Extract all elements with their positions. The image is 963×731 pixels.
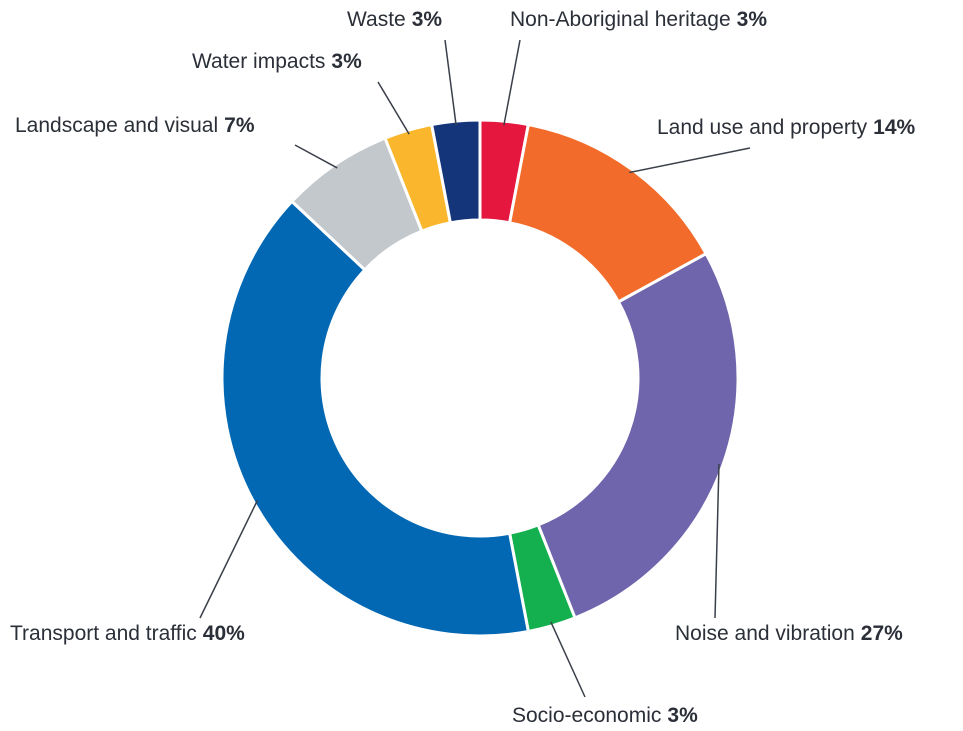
segment-label: Non-Aboriginal heritage 3%	[510, 8, 767, 31]
leader-line	[377, 81, 410, 135]
value-label: 3%	[737, 8, 768, 31]
donut-segment	[536, 251, 740, 620]
leader-line	[199, 500, 259, 619]
segment-label: Noise and vibration 27%	[675, 622, 903, 645]
donut-segment	[220, 199, 531, 638]
donut-segment	[429, 118, 482, 225]
value-label: 14%	[873, 116, 915, 139]
segment-label: Socio-economic 3%	[512, 704, 698, 727]
leader-line	[294, 144, 338, 169]
segment-label: Waste 3%	[347, 8, 442, 31]
value-label: 27%	[861, 622, 903, 645]
leader-line	[629, 147, 751, 174]
category-name: Water impacts	[192, 50, 325, 73]
segment-label: Transport and traffic 40%	[10, 622, 245, 645]
leader-line	[714, 464, 720, 619]
value-label: 3%	[667, 704, 698, 727]
leader-line	[550, 621, 586, 698]
value-label: 3%	[331, 50, 362, 73]
category-name: Waste	[347, 8, 406, 31]
leader-line	[503, 39, 521, 126]
category-name: Landscape and visual	[15, 114, 218, 137]
segment-label: Land use and property 14%	[657, 116, 916, 139]
segment-label: Landscape and visual 7%	[15, 114, 255, 137]
category-name: Socio-economic	[512, 704, 661, 727]
value-label: 40%	[203, 622, 245, 645]
category-name: Transport and traffic	[10, 622, 197, 645]
segment-label: Water impacts 3%	[192, 50, 362, 73]
value-label: 3%	[412, 8, 443, 31]
leader-line	[444, 39, 457, 126]
category-name: Land use and property	[657, 116, 868, 139]
category-name: Noise and vibration	[675, 622, 855, 645]
value-label: 7%	[224, 114, 255, 137]
category-name: Non-Aboriginal heritage	[510, 8, 731, 31]
